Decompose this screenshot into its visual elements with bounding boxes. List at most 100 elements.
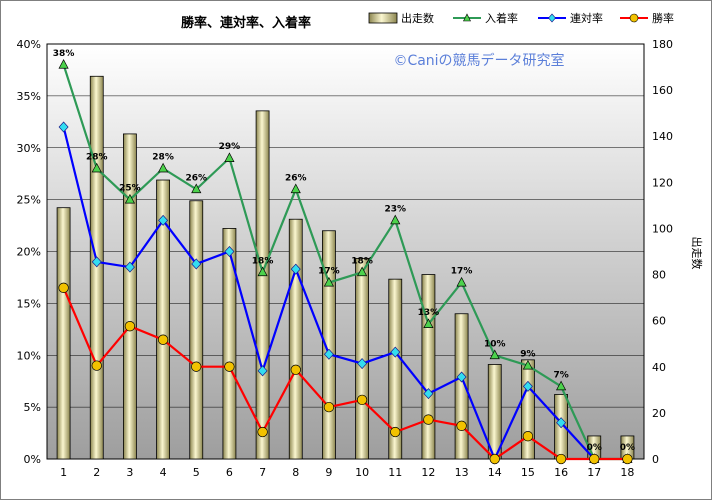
data-label: 18% [351,256,373,266]
data-label: 18% [252,256,274,266]
legend-label: 出走数 [401,11,434,25]
data-label: 28% [152,153,174,163]
triangle-marker [91,162,102,173]
y2-tick-label: 120 [652,176,673,189]
legend-marker [548,13,556,23]
diamond-marker [556,417,567,429]
circle-marker [224,361,235,372]
bar [388,278,403,460]
x-tick-label: 18 [620,466,634,479]
circle-marker [555,453,567,465]
legend: 出走数 入着率 連対率 勝率 [368,11,674,25]
y2-tick-label: 100 [652,222,673,235]
y2-tick-label: 140 [652,130,673,143]
x-tick-label: 6 [226,466,233,479]
diamond-marker [323,348,334,360]
bar [288,218,303,460]
axes: 0%5%10%15%20%25%30%35%40%020406080100120… [17,38,673,479]
y-tick-label: 40% [17,38,41,51]
bar [56,207,71,460]
legend-label: 入着率 [485,11,518,25]
x-tick-label: 12 [421,466,435,479]
triangle-marker [522,359,533,370]
circle-marker [423,414,434,425]
diamond-marker [390,346,401,358]
y2-tick-label: 60 [652,315,666,328]
triangle-marker [489,349,500,360]
triangle-marker [224,152,235,162]
diamond-marker [290,263,301,275]
y2-tick-label: 0 [652,453,659,466]
y-tick-label: 25% [17,194,41,207]
bar [487,364,502,460]
data-label: 0% [587,443,602,453]
x-tick-label: 1 [60,466,67,479]
legend-marker [629,13,639,23]
watermark: ©Caniの競馬データ研究室 [393,52,564,69]
circle-marker [91,360,102,371]
triangle-marker [191,183,202,194]
triangle-marker [124,193,135,204]
circle-marker [390,426,401,438]
circle-marker [456,420,467,431]
y-tick-label: 0% [24,453,41,466]
triangle-marker [158,162,169,173]
x-tick-label: 17 [587,466,601,479]
triangle-marker [290,183,301,194]
x-tick-label: 11 [388,466,402,479]
y2-tick-label: 20 [652,407,666,420]
y-tick-label: 35% [17,90,41,103]
data-label: 25% [119,184,141,194]
data-label: 26% [285,173,307,183]
legend-label: 連対率 [570,11,603,25]
y2-tick-label: 40 [652,361,666,374]
triangle-marker [556,380,567,391]
data-label: 17% [318,267,340,277]
data-label: 17% [451,267,473,277]
triangle-marker [58,59,69,69]
data-label: 7% [553,370,568,380]
data-label: 28% [86,153,108,163]
legend-marker [463,13,471,22]
triangle-marker [390,214,401,225]
x-tick-label: 15 [521,466,535,479]
x-tick-label: 10 [355,466,369,479]
bar [421,274,436,460]
triangle-marker [257,266,268,277]
triangle-marker [323,276,334,287]
circle-marker [257,426,268,438]
circle-marker [589,453,600,465]
diamond-marker [357,358,368,370]
line-series [58,59,633,465]
data-label: 10% [484,339,506,349]
circle-marker [522,431,534,442]
y2-tick-label: 160 [652,84,673,97]
circle-marker [124,321,136,332]
data-label: 0% [620,443,635,453]
y-tick-label: 5% [24,401,41,414]
x-tick-label: 13 [455,466,469,479]
circle-marker [356,394,368,406]
circle-marker [622,453,633,465]
x-tick-label: 16 [554,466,568,479]
diamond-marker [191,258,202,270]
x-tick-label: 2 [93,466,100,479]
diamond-marker [91,256,102,268]
circle-marker [323,401,335,413]
diamond-marker [124,261,135,273]
diamond-marker [58,121,69,133]
legend-swatch [368,12,398,24]
y2-tick-label: 180 [652,38,673,51]
triangle-marker [456,276,467,287]
bar [189,200,204,460]
y-tick-label: 15% [17,297,41,310]
circle-marker [489,453,500,465]
data-labels: 38% 28% 25% 28% 26% 29% 18% 26% 17% 18% 23% 13% 17% 1… [53,49,635,453]
chart-title: 勝率、連対率、入着率 [181,15,311,31]
x-tick-label: 9 [325,466,332,479]
y2-tick-label: 80 [652,269,666,282]
legend-label: 勝率 [652,11,674,25]
x-tick-label: 7 [259,466,266,479]
